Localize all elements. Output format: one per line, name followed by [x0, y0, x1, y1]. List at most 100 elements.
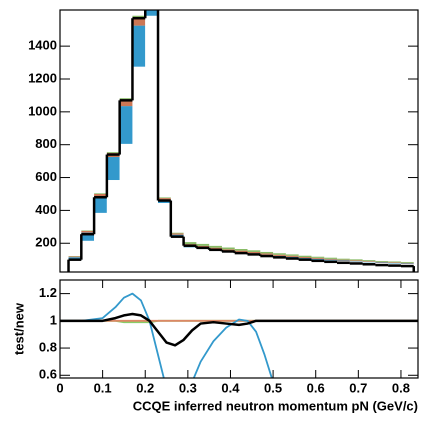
bar-segment — [106, 152, 120, 153]
bar-segment — [94, 212, 107, 272]
y-tick-label: 0.6 — [39, 367, 57, 382]
bar-segment — [209, 245, 222, 248]
bar-segment — [132, 15, 146, 18]
bar-segment — [260, 251, 274, 254]
bar-segment — [349, 259, 363, 261]
bar-segment — [106, 180, 120, 272]
bar-segment — [247, 254, 261, 272]
frame — [59, 9, 419, 273]
bar-segment — [158, 203, 171, 272]
frame — [59, 279, 419, 379]
x-tick-label: 0.8 — [392, 380, 410, 395]
bar-segment — [81, 240, 95, 272]
y-tick-label: 200 — [35, 235, 57, 250]
bar-segment — [311, 258, 325, 260]
bar-segment — [81, 230, 95, 233]
bar-segment — [388, 263, 401, 272]
y-tick-label: 1.2 — [39, 285, 57, 300]
bar-segment — [324, 259, 338, 261]
bar-segment — [400, 263, 414, 272]
bar-segment — [221, 249, 235, 251]
bar-segment — [158, 198, 171, 200]
bar-segment — [209, 250, 222, 272]
x-tick-label: 0.1 — [94, 380, 112, 395]
bar-segment — [273, 253, 286, 255]
bar-segment — [400, 261, 414, 263]
bar-segment — [234, 250, 248, 253]
bar-segment — [285, 254, 299, 256]
bar-segment — [221, 247, 235, 250]
bar-segment — [311, 259, 325, 272]
y-tick-label: 1400 — [28, 38, 57, 53]
bar-segment — [349, 260, 363, 262]
bar-segment — [132, 25, 146, 67]
bar-segment — [324, 260, 338, 272]
bar-segment — [68, 260, 82, 272]
x-tick-label: 0.7 — [349, 380, 367, 395]
bar-segment — [68, 256, 82, 258]
y-tick-label: 800 — [35, 136, 57, 151]
bar-segment — [247, 250, 261, 252]
bar-segment — [183, 242, 197, 245]
bar-segment — [375, 262, 389, 272]
bar-segment — [298, 258, 312, 259]
x-tick-label: 0.4 — [221, 380, 240, 395]
bar-segment — [260, 253, 274, 255]
bar-segment — [119, 143, 133, 272]
bar-segment — [362, 261, 376, 262]
bar-segment — [106, 157, 120, 181]
bar-segment — [285, 255, 299, 257]
bar-segment — [324, 258, 338, 260]
y-tick-label: 400 — [35, 202, 57, 217]
x-tick-label: 0.6 — [307, 380, 325, 395]
bar-segment — [145, 0, 158, 6]
bar-segment — [183, 247, 197, 272]
x-tick-label: 0.5 — [264, 380, 282, 395]
bar-segment — [221, 251, 235, 272]
x-tick-label: 0.2 — [136, 380, 154, 395]
ratio-line — [60, 292, 273, 378]
bar-segment — [119, 99, 133, 107]
bar-segment — [158, 197, 171, 199]
y-tick-label: 600 — [35, 169, 57, 184]
bar-segment — [298, 257, 312, 259]
bar-segment — [94, 193, 107, 194]
top-plot — [67, 0, 415, 272]
bar-segment — [375, 260, 389, 262]
y-axis-label: test/new — [11, 302, 26, 355]
bar-segment — [145, 10, 159, 16]
bar-segment — [273, 256, 286, 272]
bar-segment — [132, 17, 146, 26]
bar-segment — [337, 258, 350, 260]
bar-segment — [349, 261, 363, 272]
bar-segment — [285, 257, 299, 272]
y-tick-label: 0.8 — [39, 339, 57, 354]
bar-segment — [273, 254, 286, 256]
bar-segment — [94, 196, 107, 213]
y-tick-label: 1 — [50, 312, 57, 327]
bar-segment — [132, 66, 146, 272]
bar-segment — [145, 15, 159, 272]
bar-segment — [400, 262, 414, 264]
bar-segment — [311, 256, 325, 258]
x-tick-label: 0 — [56, 380, 63, 395]
bar-segment — [260, 255, 274, 272]
y-tick-label: 1000 — [28, 103, 57, 118]
bar-segment — [362, 262, 376, 272]
bar-segment — [119, 98, 133, 100]
bar-segment — [234, 249, 248, 251]
bar-segment — [388, 262, 401, 263]
bar-segment — [298, 255, 312, 258]
bar-segment — [196, 243, 210, 246]
bar-segment — [298, 258, 312, 272]
bar-segment — [362, 260, 376, 262]
bar-segment — [311, 257, 325, 259]
bar-segment — [209, 247, 222, 250]
bar-segment — [234, 253, 248, 272]
y-tick-label: 1200 — [28, 70, 57, 85]
bar-segment — [170, 236, 184, 272]
x-axis-label: CCQE inferred neutron momentum pN (GeV/c… — [133, 398, 418, 413]
x-tick-label: 0.3 — [179, 380, 197, 395]
ratio-line — [60, 312, 418, 347]
